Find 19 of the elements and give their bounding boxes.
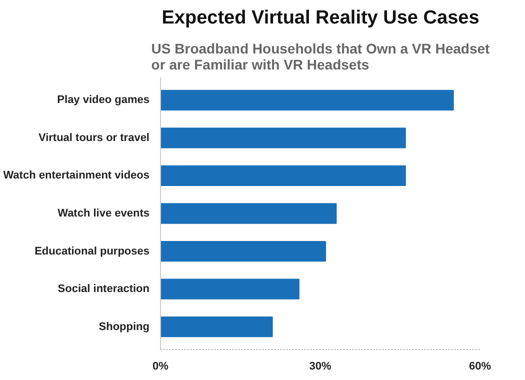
x-tick-label: 60% bbox=[468, 360, 492, 372]
bar bbox=[160, 240, 326, 262]
bar bbox=[160, 165, 406, 186]
y-tick-label: Educational purposes bbox=[34, 245, 150, 258]
y-tick-label: Virtual tours or travel bbox=[38, 132, 150, 144]
bar bbox=[160, 278, 300, 300]
x-tick-label: 30% bbox=[309, 360, 332, 372]
x-tick-label: 0% bbox=[152, 360, 169, 372]
y-tick-label: Watch entertainment videos bbox=[3, 170, 150, 182]
chart-subtitle: US Broadband Households that Own a VR Headset or are Familiar with VR Headsets bbox=[151, 40, 490, 72]
y-tick-label: Play video games bbox=[57, 94, 150, 106]
y-tick-label: Shopping bbox=[98, 320, 150, 333]
y-tick-label: Watch live events bbox=[58, 208, 150, 220]
chart-title: Expected Virtual Reality Use Cases bbox=[162, 8, 480, 28]
bar bbox=[160, 128, 406, 148]
bar bbox=[160, 90, 454, 110]
y-tick-label: Social interaction bbox=[58, 283, 150, 296]
bar bbox=[160, 203, 337, 224]
bar bbox=[160, 316, 273, 338]
